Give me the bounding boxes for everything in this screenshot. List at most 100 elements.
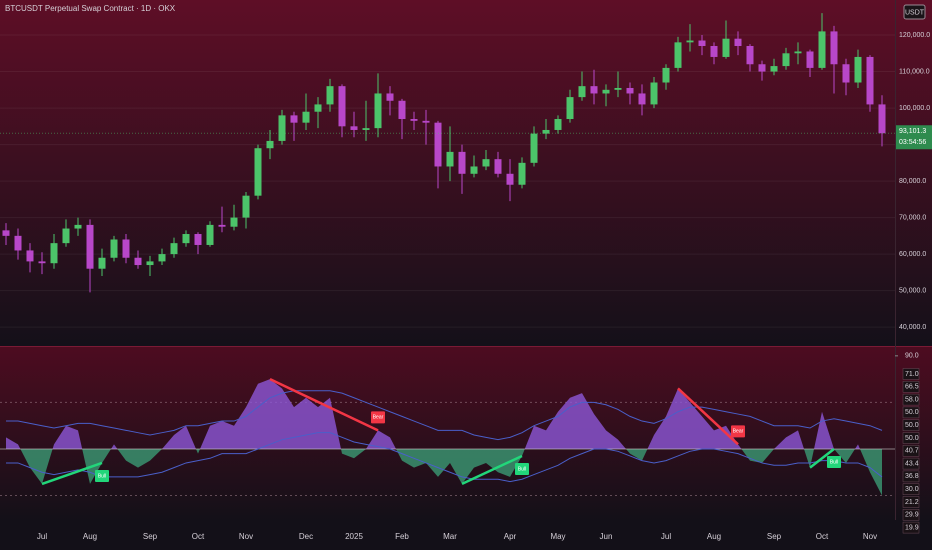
symbol-title: BTCUSDT Perpetual Swap Contract · 1D · O… — [5, 4, 176, 13]
scale-badge-label: 50.0 — [905, 409, 919, 416]
scale-badge-label: 36.8 — [905, 473, 919, 480]
x-tick-label: Sep — [143, 532, 158, 541]
x-tick-label: Sep — [767, 532, 782, 541]
scale-badge-label: 30.0 — [905, 486, 919, 493]
scale-badge — [902, 368, 920, 380]
scale-badge — [902, 521, 920, 534]
last-price-label: 93,101.3 — [899, 128, 926, 135]
x-tick-label: Mar — [443, 532, 457, 541]
candle-body — [674, 42, 682, 68]
candle-body — [842, 64, 850, 83]
candle-body — [506, 173, 514, 185]
candle-body — [590, 86, 598, 94]
scale-badge-label: 71.0 — [905, 371, 919, 378]
x-tick-label: Oct — [192, 532, 205, 541]
candle-body — [626, 87, 634, 94]
divergence-line — [41, 461, 103, 486]
y-tick-label: 90.0 — [905, 353, 919, 360]
candle-body — [134, 257, 142, 266]
price-pane — [0, 0, 932, 346]
candle-body — [746, 46, 754, 65]
candle-body — [566, 97, 574, 120]
signal-label: Bull — [518, 466, 526, 472]
candle-body — [434, 122, 442, 167]
divergence-line — [677, 387, 739, 446]
signal-badge — [827, 455, 841, 468]
candle-body — [182, 234, 190, 244]
scale-badge — [902, 445, 920, 457]
y-tick-label: 120,000.0 — [899, 32, 930, 39]
x-tick-label: May — [550, 532, 565, 541]
signal-label: Bull — [830, 459, 838, 465]
candle-body — [122, 239, 130, 258]
candle-body — [782, 53, 790, 67]
candle-body — [386, 93, 394, 101]
currency-button[interactable] — [903, 4, 926, 20]
candle-body — [614, 87, 622, 90]
y-tick-label: 70,000.0 — [899, 214, 926, 221]
candle-body — [470, 166, 478, 174]
x-tick-label: Jul — [661, 532, 671, 541]
signal-badge — [731, 425, 745, 438]
last-price-badge — [896, 125, 932, 150]
scale-badge — [902, 406, 920, 419]
scale-badge-label: 58.0 — [905, 396, 919, 403]
candle-body — [146, 261, 154, 266]
candle-body — [110, 239, 118, 258]
scale-badge-label: 21.2 — [905, 499, 919, 506]
x-tick-label: Oct — [816, 532, 829, 541]
scale-badge-label: 40.7 — [905, 448, 919, 455]
candle-body — [86, 224, 94, 269]
candle-body — [770, 66, 778, 72]
x-tick-label: Aug — [83, 532, 97, 541]
candle-body — [14, 235, 22, 251]
candle-body — [74, 224, 82, 229]
x-tick-label: Nov — [863, 532, 877, 541]
candle-body — [38, 261, 46, 264]
candle-body — [710, 46, 718, 57]
candle-body — [314, 104, 322, 112]
candle-body — [578, 86, 586, 98]
candle-body — [302, 111, 310, 123]
candle-body — [326, 86, 334, 105]
signal-badge — [95, 469, 109, 482]
scale-badge — [902, 509, 920, 521]
candle-body — [794, 51, 802, 54]
candle-body — [50, 243, 58, 264]
signal-label: Bear — [733, 429, 744, 435]
signal-label: Bull — [98, 473, 106, 479]
scale-badge — [902, 432, 920, 444]
candle-body — [26, 250, 34, 262]
candle-body — [194, 234, 202, 245]
candle-body — [338, 86, 346, 127]
currency-label[interactable]: USDT — [905, 9, 925, 16]
candle-body — [686, 40, 694, 43]
band-lower — [6, 432, 883, 483]
scale-badge — [902, 393, 920, 406]
candle-body — [254, 148, 262, 196]
y-tick-label: 80,000.0 — [899, 178, 926, 185]
candle-body — [722, 38, 730, 57]
rsi-area-above — [6, 379, 861, 449]
divergence-line — [809, 447, 835, 469]
divergence-line — [461, 454, 523, 486]
candle-body — [878, 104, 886, 134]
scale-badge — [902, 457, 920, 470]
candle-body — [278, 115, 286, 141]
scale-badge — [902, 381, 920, 393]
candle-body — [602, 89, 610, 94]
candle-body — [698, 40, 706, 46]
candle-body — [758, 64, 766, 72]
candle-body — [638, 93, 646, 105]
x-tick-label: Apr — [504, 532, 517, 541]
candle-body — [290, 115, 298, 123]
candle-body — [482, 159, 490, 167]
candle-body — [230, 217, 238, 227]
scale-badge — [902, 470, 920, 483]
x-tick-label: 2025 — [345, 532, 363, 541]
y-tick-label: 50,000.0 — [899, 287, 926, 294]
y-tick-label: 40,000.0 — [899, 324, 926, 331]
candle-body — [266, 140, 274, 149]
candle-body — [818, 31, 826, 68]
